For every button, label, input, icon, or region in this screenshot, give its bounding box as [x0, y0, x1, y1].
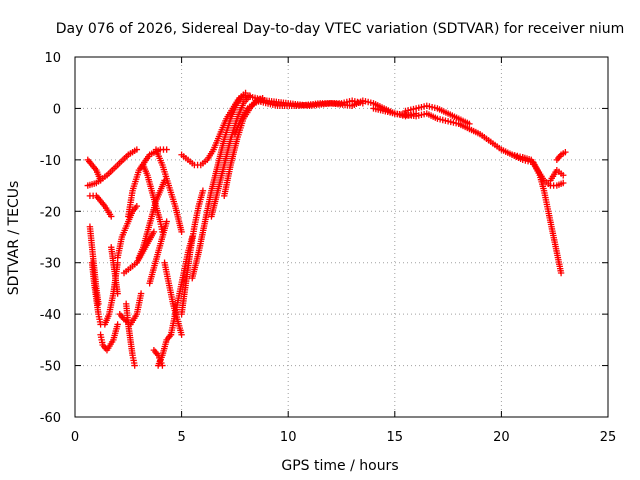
axis-ticks: 0 5 10 15 20 25 -60 -50 -40 -30 -20 -10 0 10: [40, 51, 617, 445]
data-point: [560, 179, 567, 187]
data-point: [163, 218, 170, 225]
y-tick-label: -30: [40, 257, 61, 272]
series-track-32: [455, 120, 526, 161]
series-track-28: [242, 92, 420, 120]
x-tick-label: 0: [71, 430, 79, 445]
series-track-34: [519, 154, 567, 189]
y-tick-label: 10: [44, 51, 61, 66]
series-track-13: [125, 146, 170, 220]
series-track-30: [370, 105, 462, 128]
x-tick-label: 20: [493, 430, 510, 445]
series-track-15: [140, 161, 166, 236]
data-point: [150, 228, 158, 236]
series-track-06: [97, 321, 121, 354]
data-point: [557, 269, 565, 277]
plot-area-border: [74, 56, 609, 418]
x-tick-label: 10: [280, 430, 297, 445]
data-point: [178, 228, 185, 236]
series-track-05: [88, 259, 104, 328]
y-tick-label: -10: [40, 154, 61, 169]
data-points: [84, 89, 569, 369]
x-tick-label: 25: [600, 430, 617, 445]
series-track-22: [178, 187, 207, 318]
data-point: [137, 290, 145, 297]
x-tick-label: 5: [177, 430, 185, 445]
series-track-03: [86, 192, 115, 220]
x-axis-label: GPS time / hours: [281, 458, 398, 474]
y-tick-label: 0: [53, 102, 61, 117]
chart-title: Day 076 of 2026, Sidereal Day-to-day VTE…: [56, 21, 625, 37]
series-track-19: [152, 146, 185, 236]
y-tick-label: -50: [40, 360, 61, 375]
series-track-11: [120, 228, 158, 277]
series-track-09: [114, 202, 141, 261]
data-point: [131, 362, 138, 369]
data-point: [163, 146, 170, 153]
y-tick-label: -60: [40, 411, 61, 426]
series-track-24: [178, 89, 249, 169]
grid-lines: [75, 57, 608, 417]
series-track-08: [108, 244, 121, 297]
series-track-35: [547, 166, 567, 184]
series-track-02: [84, 146, 141, 189]
data-point: [133, 146, 141, 153]
series-track-12: [122, 300, 138, 369]
data-point: [199, 187, 207, 194]
data-point: [560, 172, 567, 179]
data-point: [178, 331, 185, 338]
series-track-18: [154, 331, 175, 369]
data-point: [108, 213, 115, 220]
y-axis-label: SDTVAR / TECUs: [6, 181, 22, 296]
data-point: [133, 202, 141, 210]
data-point: [114, 321, 121, 328]
data-point: [562, 148, 569, 156]
data-point: [114, 290, 121, 297]
series-track-16: [146, 218, 170, 287]
y-tick-label: -40: [40, 308, 61, 323]
x-tick-label: 15: [387, 430, 404, 445]
y-tick-label: -20: [40, 205, 61, 220]
data-point: [359, 100, 367, 107]
series-track-33: [508, 151, 565, 277]
series-track-36: [553, 148, 569, 164]
series-track-29: [253, 97, 367, 110]
